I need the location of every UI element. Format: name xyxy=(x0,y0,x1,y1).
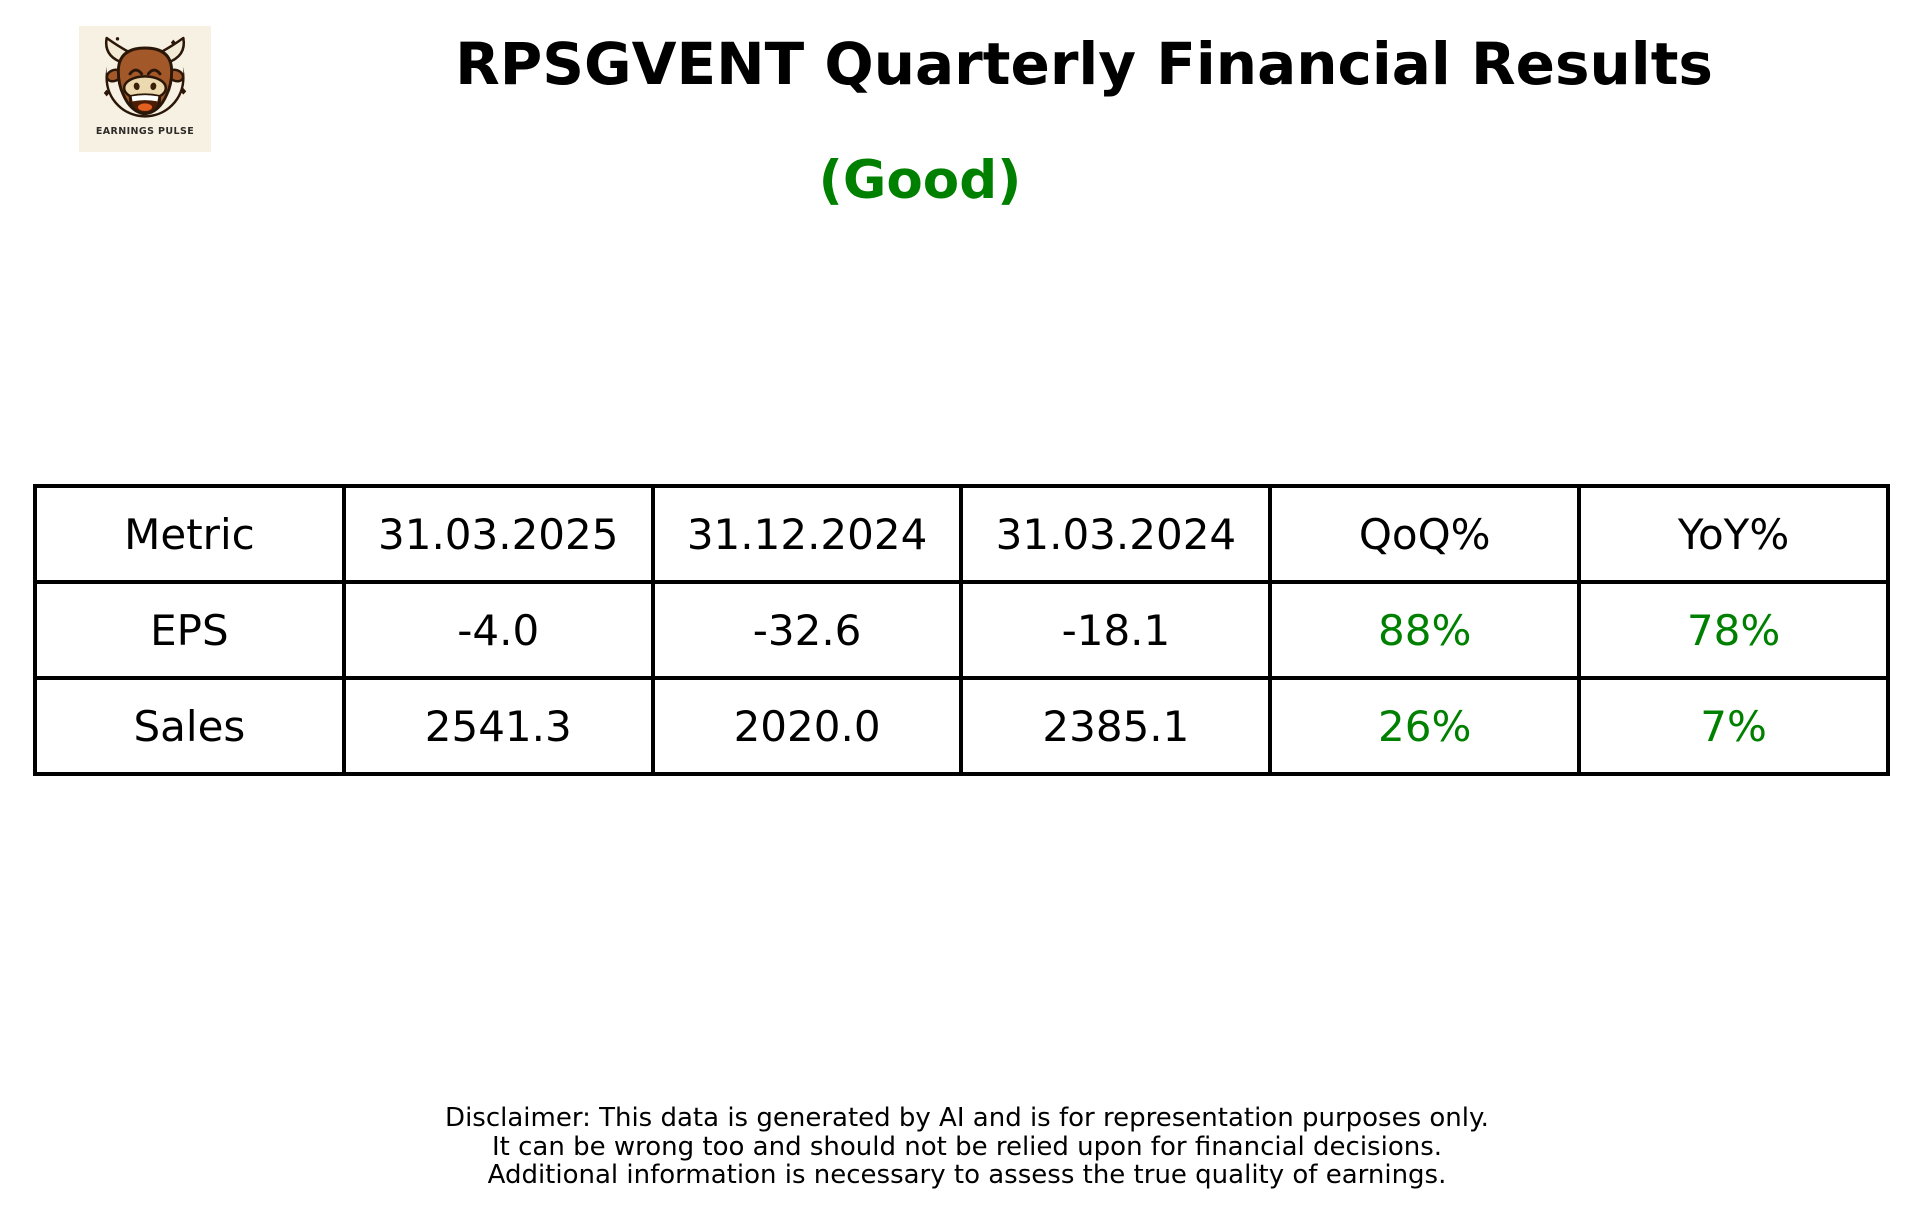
cell-sales-q-previous: 2020.0 xyxy=(650,676,964,776)
table-row-sales: Sales 2541.3 2020.0 2385.1 26% 7% xyxy=(33,676,1890,776)
cell-sales-q-current: 2541.3 xyxy=(341,676,655,776)
laughing-bull-icon xyxy=(103,33,187,118)
cell-eps-yoy: 78% xyxy=(1577,580,1890,680)
column-header-q-yearago: 31.03.2024 xyxy=(959,484,1273,584)
cell-eps-qoq: 88% xyxy=(1268,580,1582,680)
column-header-q-previous: 31.12.2024 xyxy=(650,484,964,584)
verdict-badge: (Good) xyxy=(818,150,1022,211)
cell-sales-metric: Sales xyxy=(33,676,346,776)
cell-sales-qoq: 26% xyxy=(1268,676,1582,776)
earnings-pulse-logo: EARNINGS PULSE xyxy=(79,26,211,152)
cell-sales-yoy: 7% xyxy=(1577,676,1890,776)
page-title: RPSGVENT Quarterly Financial Results xyxy=(455,30,1713,98)
disclaimer: Disclaimer: This data is generated by AI… xyxy=(445,1104,1489,1190)
table-header-row: Metric 31.03.2025 31.12.2024 31.03.2024 … xyxy=(33,484,1890,584)
cell-eps-q-yearago: -18.1 xyxy=(959,580,1273,680)
table-row-eps: EPS -4.0 -32.6 -18.1 88% 78% xyxy=(33,580,1890,680)
quarterly-results-table: Metric 31.03.2025 31.12.2024 31.03.2024 … xyxy=(33,484,1890,776)
cell-sales-q-yearago: 2385.1 xyxy=(959,676,1273,776)
brand-name: EARNINGS PULSE xyxy=(95,126,195,137)
column-header-yoy: YoY% xyxy=(1577,484,1890,584)
column-header-qoq: QoQ% xyxy=(1268,484,1582,584)
cell-eps-q-current: -4.0 xyxy=(341,580,655,680)
disclaimer-line-1: Disclaimer: This data is generated by AI… xyxy=(445,1103,1489,1133)
cell-eps-metric: EPS xyxy=(33,580,346,680)
cell-eps-q-previous: -32.6 xyxy=(650,580,964,680)
column-header-metric: Metric xyxy=(33,484,346,584)
column-header-q-current: 31.03.2025 xyxy=(341,484,655,584)
disclaimer-line-2: It can be wrong too and should not be re… xyxy=(491,1131,1443,1162)
disclaimer-line-3: Additional information is necessary to a… xyxy=(487,1160,1447,1190)
